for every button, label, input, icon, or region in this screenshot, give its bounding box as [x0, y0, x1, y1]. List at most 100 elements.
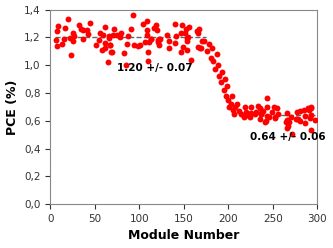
Point: [306, 108, 312, 112]
Point: [263, 120, 268, 124]
Point: [118, 35, 123, 39]
Point: [143, 40, 148, 44]
Point: [272, 116, 278, 120]
Point: [194, 29, 199, 32]
Point: [123, 63, 129, 67]
Point: [272, 105, 277, 109]
Point: [257, 117, 262, 121]
Point: [229, 94, 234, 98]
Point: [248, 111, 253, 115]
Text: 1.20 +/- 0.07: 1.20 +/- 0.07: [117, 63, 193, 73]
Point: [195, 45, 201, 49]
Point: [93, 43, 99, 47]
Point: [109, 50, 114, 54]
Point: [198, 46, 203, 50]
Point: [204, 49, 209, 53]
Point: [55, 44, 60, 48]
Point: [283, 120, 289, 124]
Point: [80, 28, 85, 31]
Point: [78, 27, 83, 31]
Point: [212, 67, 217, 71]
Point: [286, 120, 291, 124]
Point: [307, 116, 313, 120]
Point: [128, 27, 133, 31]
Point: [156, 40, 161, 44]
Point: [106, 61, 111, 64]
Point: [263, 119, 269, 123]
Point: [245, 113, 250, 117]
Point: [301, 108, 307, 112]
Point: [214, 52, 219, 56]
Point: [107, 43, 112, 47]
Point: [87, 21, 92, 25]
Point: [107, 34, 112, 38]
Point: [68, 53, 74, 57]
Point: [137, 43, 143, 47]
Point: [146, 40, 152, 44]
Point: [226, 105, 232, 109]
Point: [298, 119, 303, 123]
Point: [226, 98, 231, 102]
Point: [102, 25, 107, 29]
Point: [154, 28, 160, 32]
Point: [312, 118, 317, 122]
Point: [66, 17, 71, 21]
Point: [158, 37, 163, 41]
Point: [258, 112, 264, 116]
Point: [284, 118, 290, 122]
Point: [76, 23, 82, 27]
Point: [246, 112, 252, 116]
Point: [60, 42, 65, 46]
Point: [155, 38, 161, 42]
Point: [112, 27, 117, 31]
Point: [63, 26, 68, 30]
Point: [219, 70, 225, 74]
Point: [184, 38, 189, 42]
Point: [188, 58, 193, 62]
Point: [243, 110, 249, 114]
Point: [55, 24, 60, 28]
Point: [258, 112, 264, 116]
Point: [257, 106, 263, 110]
Point: [135, 44, 141, 48]
Point: [221, 88, 226, 92]
Point: [265, 105, 270, 109]
Point: [153, 23, 159, 27]
Point: [145, 28, 150, 32]
Point: [247, 115, 252, 119]
Point: [228, 102, 234, 106]
Point: [108, 43, 113, 47]
Point: [308, 113, 313, 117]
Point: [272, 116, 278, 120]
Point: [145, 33, 150, 37]
Point: [140, 22, 146, 26]
Point: [156, 43, 162, 47]
Point: [284, 126, 289, 130]
Point: [70, 39, 75, 43]
Point: [293, 117, 299, 121]
Point: [174, 34, 179, 38]
Point: [233, 105, 238, 109]
Point: [111, 33, 116, 37]
Point: [264, 114, 270, 118]
Point: [222, 77, 227, 81]
Point: [209, 46, 215, 50]
Point: [236, 109, 242, 113]
Point: [302, 121, 308, 125]
Point: [180, 45, 185, 49]
Point: [238, 112, 243, 116]
Point: [184, 27, 189, 31]
Point: [215, 63, 220, 67]
Point: [100, 33, 106, 37]
Point: [230, 108, 235, 112]
Point: [144, 19, 150, 23]
Point: [294, 110, 299, 114]
Point: [81, 37, 86, 41]
Point: [186, 25, 192, 29]
Point: [152, 26, 157, 30]
Point: [96, 38, 101, 42]
Point: [264, 96, 270, 100]
Point: [259, 112, 264, 116]
Point: [106, 36, 111, 40]
Point: [115, 33, 120, 37]
